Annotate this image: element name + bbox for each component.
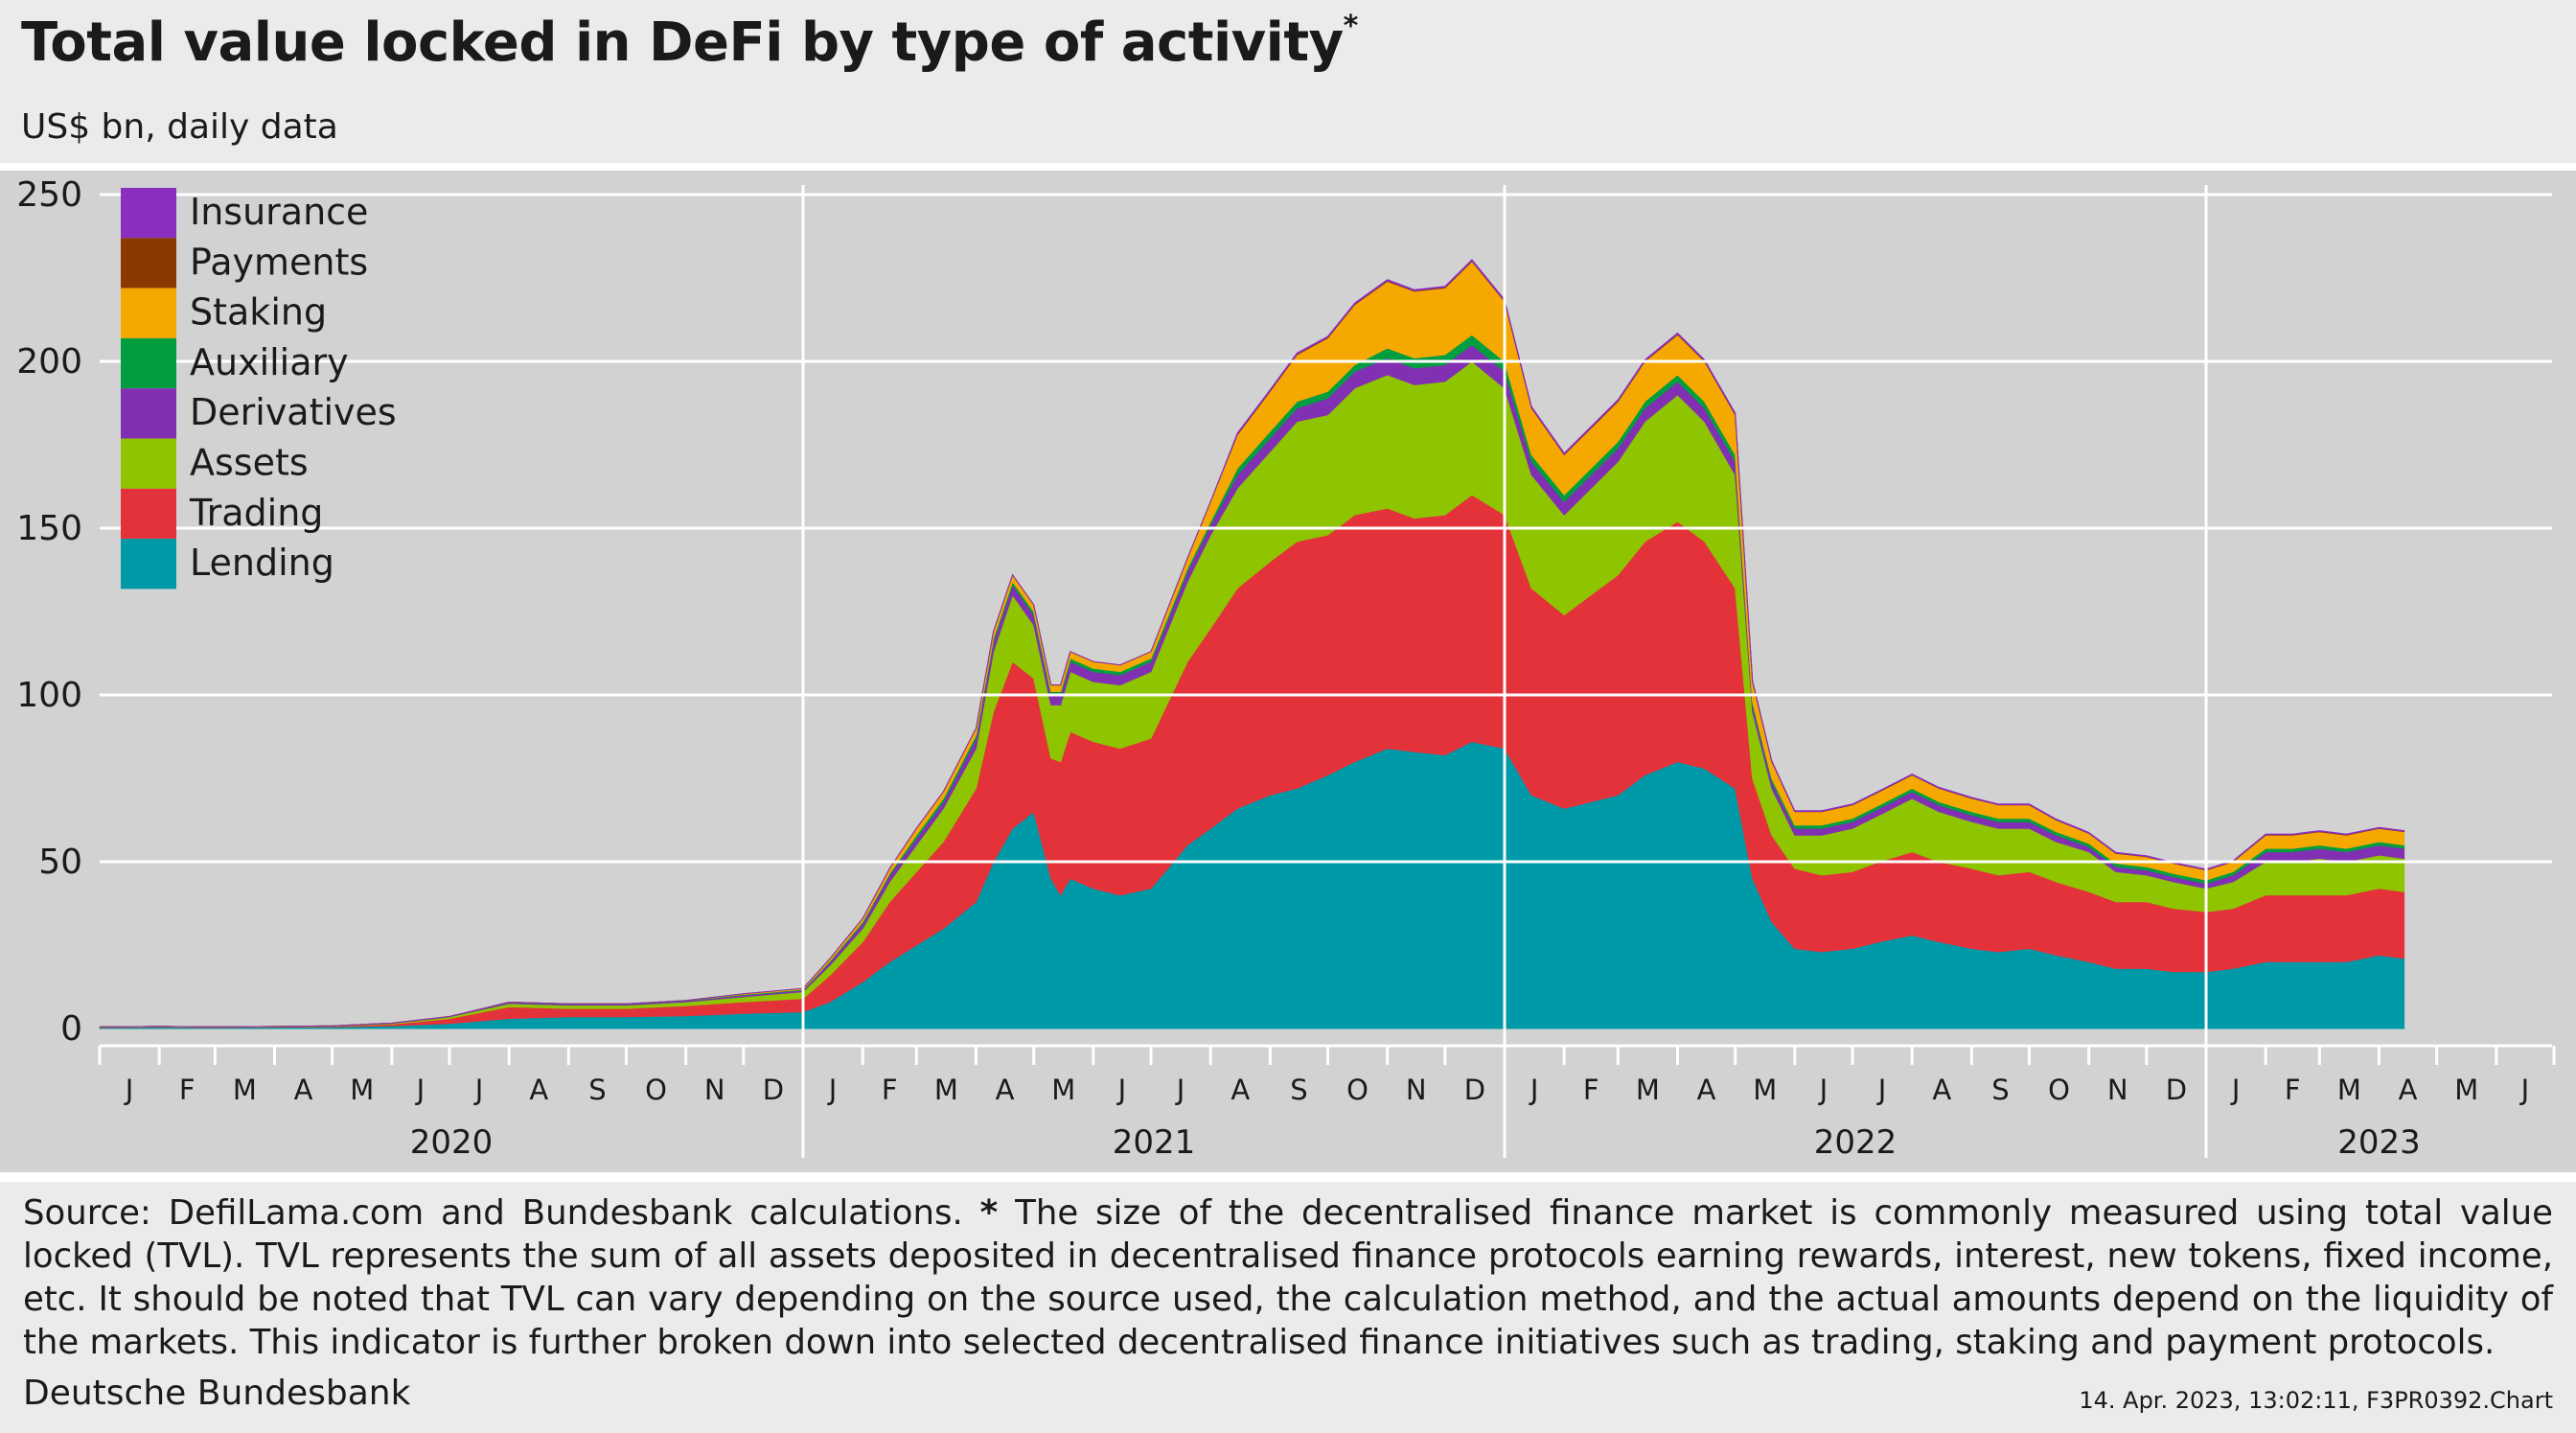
month-label: J <box>1529 1074 1539 1106</box>
gridlines <box>100 185 2552 1158</box>
legend-label-insurance: Insurance <box>190 191 368 233</box>
month-label: J <box>2230 1074 2241 1106</box>
month-label: O <box>645 1074 667 1106</box>
legend-swatch-assets <box>121 438 176 489</box>
month-label: M <box>1636 1074 1660 1106</box>
year-label: 2023 <box>2337 1123 2421 1162</box>
organisation-label: Deutsche Bundesbank <box>23 1374 411 1413</box>
month-label: A <box>1230 1074 1250 1106</box>
month-label: S <box>1991 1074 2009 1106</box>
month-label: M <box>1753 1074 1777 1106</box>
legend-label-lending: Lending <box>190 542 334 584</box>
month-label: N <box>704 1074 725 1106</box>
y-tick-label: 250 <box>16 175 82 215</box>
legend-swatch-trading <box>121 488 176 540</box>
month-label: D <box>763 1074 784 1106</box>
month-label: A <box>2399 1074 2418 1106</box>
month-label: A <box>1697 1074 1716 1106</box>
month-label: F <box>1583 1074 1599 1106</box>
legend-swatch-staking <box>121 288 176 338</box>
month-label: A <box>1932 1074 1951 1106</box>
month-label: F <box>2285 1074 2301 1106</box>
divider <box>0 1172 2576 1182</box>
legend-label-payments: Payments <box>190 241 368 283</box>
legend: Insurance Payments Staking Auxiliary Derivat… <box>121 188 397 589</box>
legend-swatch-auxiliary <box>121 337 176 389</box>
month-label: J <box>473 1074 484 1106</box>
legend-swatch-insurance <box>121 188 176 239</box>
tvl-stacked-area-chart: 0 50 100 150 200 250 J F M A M J J A S O N D J F M A M J J A S O N D… <box>16 175 2556 1162</box>
month-label: D <box>2166 1074 2187 1106</box>
footnote-marker: * <box>979 1193 999 1233</box>
month-label: M <box>233 1074 257 1106</box>
month-label: N <box>1406 1074 1427 1106</box>
month-label: A <box>294 1074 313 1106</box>
year-label: 2022 <box>1814 1123 1898 1162</box>
month-label: S <box>1290 1074 1307 1106</box>
legend-label-staking: Staking <box>190 291 327 334</box>
month-label: M <box>2337 1074 2361 1106</box>
year-label: 2020 <box>410 1123 494 1162</box>
month-label: J <box>2519 1074 2530 1106</box>
series-areas <box>99 259 2405 1029</box>
month-label: O <box>1346 1074 1368 1106</box>
source-lead: Source: DefilLama.com and Bundesbank cal… <box>23 1193 963 1233</box>
month-label: O <box>2048 1074 2070 1106</box>
y-tick-label: 200 <box>16 342 82 381</box>
month-label: J <box>1116 1074 1127 1106</box>
month-label: J <box>1876 1074 1887 1106</box>
month-label: M <box>1051 1074 1075 1106</box>
footnote-text: The size of the decentralised finance ma… <box>23 1193 2553 1362</box>
month-label: A <box>996 1074 1015 1106</box>
y-axis: 0 50 100 150 200 250 <box>16 175 82 1049</box>
month-label: D <box>1464 1074 1485 1106</box>
month-label: M <box>2454 1074 2478 1106</box>
month-label: S <box>588 1074 606 1106</box>
chart-title-text: Total value locked in DeFi by type of ac… <box>21 12 1344 74</box>
timestamp-label: 14. Apr. 2023, 13:02:11, F3PR0392.Chart <box>2079 1387 2553 1414</box>
divider <box>0 163 2576 171</box>
legend-label-derivatives: Derivatives <box>190 391 397 433</box>
area-insurance <box>99 259 2405 1028</box>
chart-subtitle: US$ bn, daily data <box>21 107 338 147</box>
month-label: J <box>827 1074 838 1106</box>
month-label: J <box>1818 1074 1828 1106</box>
chart-header: Total value locked in DeFi by type of ac… <box>0 0 2576 163</box>
y-tick-label: 0 <box>60 1009 82 1049</box>
legend-swatch-derivatives <box>121 388 176 439</box>
plot-area: 0 50 100 150 200 250 J F M A M J J A S O N D J F M A M J J A S O N D… <box>0 171 2576 1172</box>
month-label: F <box>882 1074 898 1106</box>
month-label: J <box>1175 1074 1185 1106</box>
footnote-marker: * <box>1343 10 1359 44</box>
month-label: N <box>2107 1074 2128 1106</box>
legend-swatch-lending <box>121 539 176 589</box>
chart-footer: Source: DefilLama.com and Bundesbank cal… <box>0 1182 2576 1433</box>
month-label: F <box>179 1074 196 1106</box>
legend-label-assets: Assets <box>190 442 309 484</box>
legend-swatch-payments <box>121 238 176 289</box>
month-label: J <box>415 1074 426 1106</box>
month-label: M <box>934 1074 958 1106</box>
month-label: M <box>350 1074 374 1106</box>
legend-label-trading: Trading <box>189 492 323 534</box>
source-note: Source: DefilLama.com and Bundesbank cal… <box>23 1191 2553 1364</box>
year-label: 2021 <box>1113 1123 1196 1162</box>
y-tick-label: 100 <box>16 676 82 715</box>
chart-title: Total value locked in DeFi by type of ac… <box>21 10 1359 74</box>
month-label: J <box>124 1074 134 1106</box>
y-tick-label: 50 <box>38 843 82 882</box>
legend-label-auxiliary: Auxiliary <box>190 341 349 383</box>
month-label: A <box>529 1074 548 1106</box>
y-tick-label: 150 <box>16 509 82 548</box>
